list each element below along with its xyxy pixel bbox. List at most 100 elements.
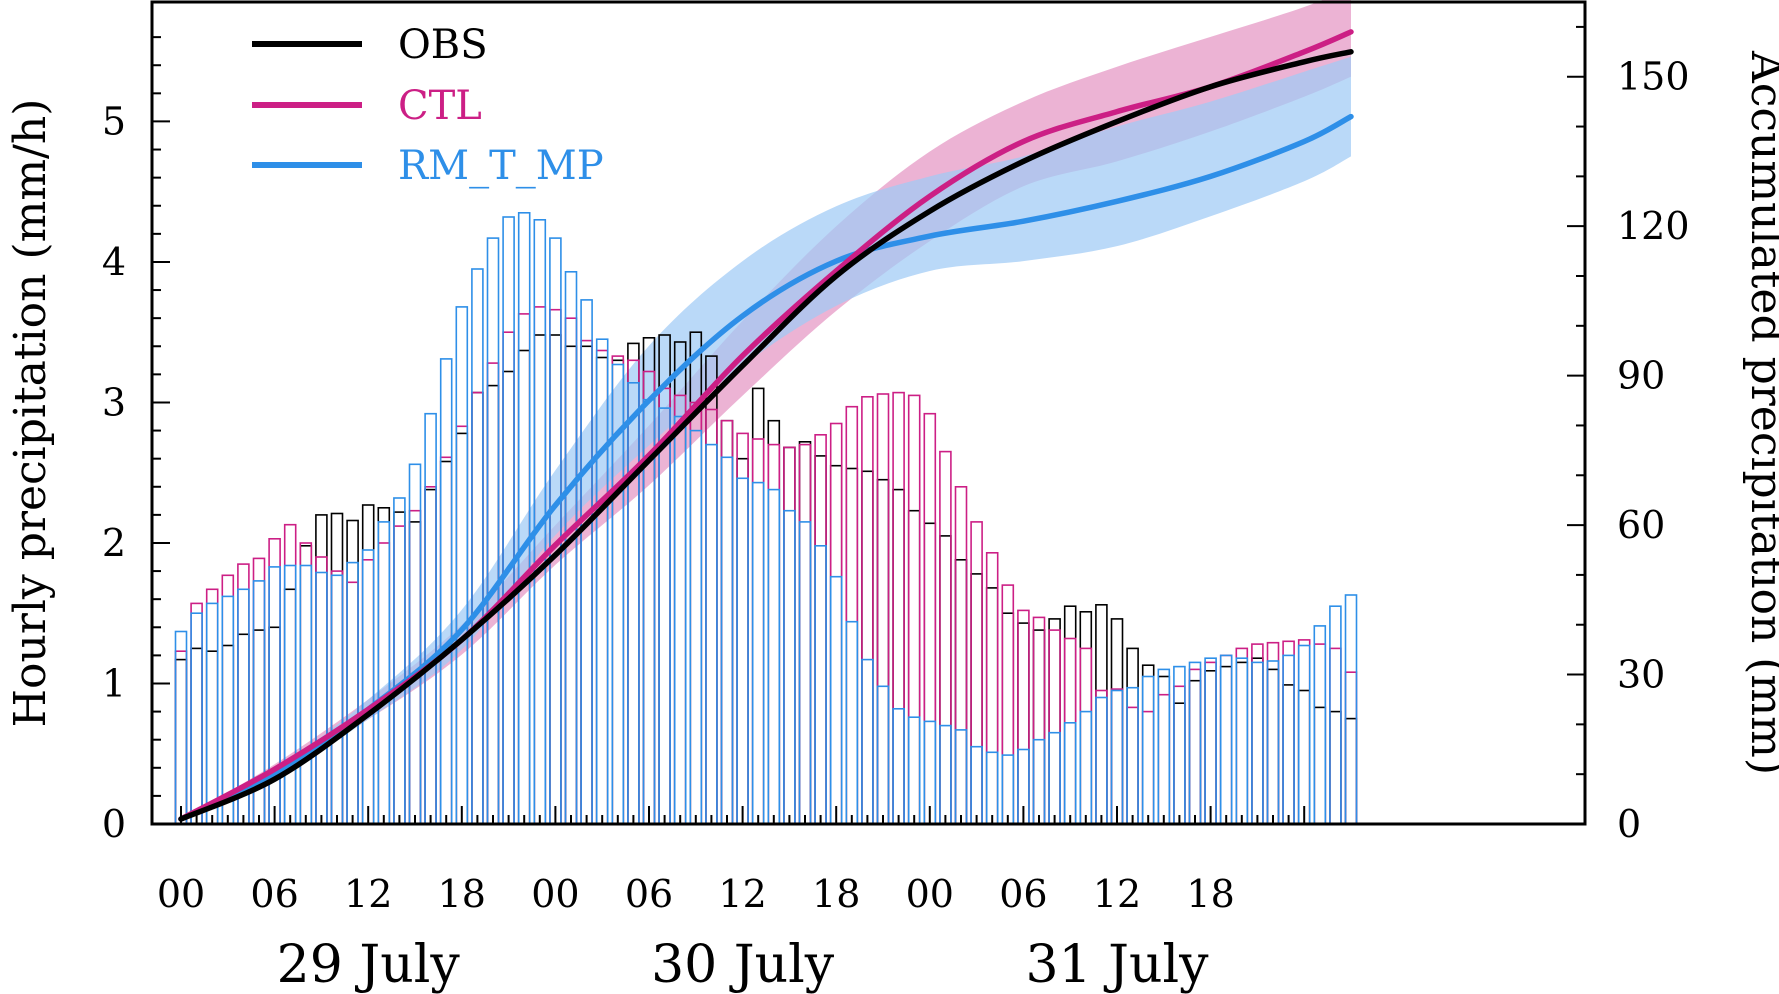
x-tick-label: 00 bbox=[906, 872, 954, 916]
bar bbox=[970, 521, 983, 825]
bar bbox=[1297, 689, 1311, 825]
bar bbox=[1126, 706, 1139, 825]
date-label: 30 July bbox=[651, 935, 835, 994]
bar bbox=[1173, 665, 1186, 825]
confidence-bands bbox=[181, 0, 1351, 820]
right-tick-label: 90 bbox=[1617, 354, 1665, 398]
bar bbox=[1048, 629, 1061, 825]
bar bbox=[1251, 661, 1264, 825]
bar bbox=[907, 716, 921, 825]
x-tick-label: 12 bbox=[344, 872, 392, 916]
bar bbox=[1063, 721, 1077, 825]
bar bbox=[1204, 661, 1217, 825]
bar bbox=[1141, 675, 1155, 825]
bar bbox=[892, 488, 905, 825]
bar bbox=[814, 433, 827, 825]
x-tick-label: 06 bbox=[250, 872, 298, 916]
bar bbox=[1048, 731, 1061, 825]
bar bbox=[767, 488, 781, 825]
bar bbox=[1141, 664, 1155, 825]
bar bbox=[970, 745, 983, 825]
bar bbox=[829, 464, 843, 825]
bar bbox=[439, 358, 453, 825]
bar bbox=[564, 345, 578, 825]
x-tick-label: 06 bbox=[625, 872, 673, 916]
x-tick-label: 18 bbox=[438, 872, 486, 916]
bar bbox=[861, 658, 874, 825]
left-tick-label: 1 bbox=[102, 661, 126, 705]
bar bbox=[1188, 679, 1202, 825]
bar bbox=[751, 387, 765, 825]
right-axis-title: Accumulated precipitation (mm) bbox=[1741, 50, 1779, 775]
bar bbox=[783, 446, 796, 825]
bar bbox=[549, 334, 562, 825]
bar bbox=[190, 602, 203, 825]
bar bbox=[1017, 622, 1030, 825]
bar bbox=[923, 522, 937, 825]
bar bbox=[1188, 661, 1202, 825]
bar bbox=[205, 588, 219, 825]
bar bbox=[1282, 684, 1295, 825]
bar bbox=[330, 574, 344, 825]
bar bbox=[1235, 661, 1249, 825]
bar bbox=[174, 658, 188, 825]
bar bbox=[1157, 675, 1171, 825]
bar bbox=[876, 478, 890, 825]
x-tick-label: 12 bbox=[1093, 872, 1141, 916]
bar bbox=[673, 394, 687, 825]
bar bbox=[861, 470, 874, 825]
bar bbox=[892, 707, 905, 825]
bar bbox=[1032, 738, 1046, 825]
bar bbox=[1095, 689, 1108, 825]
bar bbox=[1282, 654, 1295, 825]
bar bbox=[783, 446, 796, 825]
bar bbox=[299, 564, 313, 825]
bar bbox=[705, 408, 718, 825]
bar bbox=[268, 626, 281, 825]
bar bbox=[564, 317, 578, 825]
bar bbox=[1251, 657, 1264, 825]
bar bbox=[1110, 618, 1124, 825]
bar bbox=[190, 612, 203, 825]
bar bbox=[892, 391, 905, 825]
plot-frame bbox=[150, 0, 1587, 826]
left-tick-label: 4 bbox=[102, 240, 126, 284]
bar bbox=[1313, 643, 1327, 825]
bar bbox=[1313, 706, 1327, 825]
bar bbox=[1157, 693, 1171, 825]
line-ctl bbox=[178, 29, 1354, 822]
bar bbox=[1344, 717, 1358, 825]
accumulated-lines bbox=[178, 29, 1354, 822]
left-tick-label: 5 bbox=[102, 99, 126, 143]
bar bbox=[845, 620, 859, 825]
bar bbox=[502, 216, 515, 825]
bar bbox=[283, 523, 297, 825]
line-obs bbox=[178, 49, 1354, 822]
bar bbox=[720, 419, 734, 825]
bar bbox=[1173, 685, 1186, 825]
bar bbox=[377, 521, 391, 825]
bar bbox=[876, 685, 890, 825]
bar bbox=[689, 429, 703, 825]
bar bbox=[814, 455, 827, 825]
right-tick-label: 0 bbox=[1617, 802, 1641, 846]
bar bbox=[1297, 644, 1311, 825]
left-tick-label: 0 bbox=[102, 802, 126, 846]
bar bbox=[720, 419, 734, 825]
bar bbox=[1219, 654, 1233, 825]
bar bbox=[1188, 668, 1202, 825]
bar bbox=[1235, 657, 1249, 825]
bar bbox=[751, 481, 765, 825]
legend-label-rm-t-mp: RM_T_MP bbox=[398, 143, 604, 189]
left-axis-title: Hourly precipitation (mm/h) bbox=[5, 99, 56, 728]
bar bbox=[736, 432, 749, 825]
bar bbox=[1329, 605, 1342, 825]
bar bbox=[861, 395, 874, 825]
bar bbox=[393, 497, 406, 825]
bar bbox=[580, 339, 593, 825]
bar bbox=[1329, 710, 1342, 825]
bar bbox=[767, 443, 781, 825]
bar bbox=[346, 561, 359, 825]
